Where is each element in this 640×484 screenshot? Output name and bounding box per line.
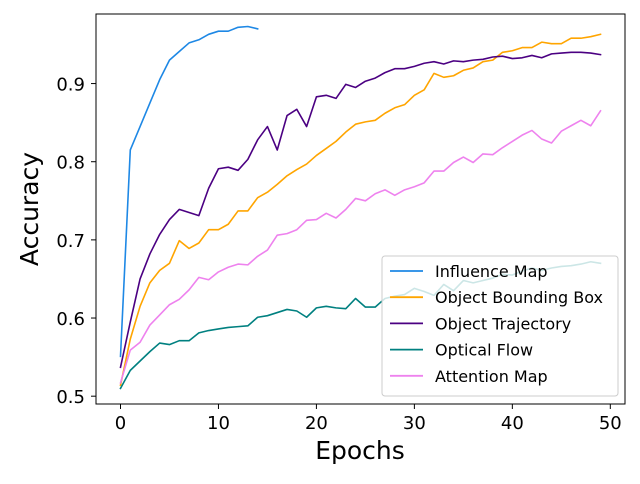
x-axis-ticks: 0 10 20 30 40 50 <box>115 404 622 434</box>
legend-label: Object Bounding Box <box>435 288 603 307</box>
series-lines <box>119 25 602 390</box>
series-line-attention-map <box>119 109 602 384</box>
plot-frame <box>95 13 626 405</box>
y-tick-label: 0.6 <box>56 309 85 330</box>
x-tick-label: 30 <box>403 413 426 434</box>
y-axis-ticks: 0.5 0.6 0.7 0.8 0.9 <box>56 75 96 408</box>
x-tick-label: 50 <box>599 413 622 434</box>
y-tick-label: 0.9 <box>56 75 85 96</box>
legend-label: Object Trajectory <box>435 314 571 333</box>
y-tick-label: 0.7 <box>56 231 85 252</box>
series-line-influence-map <box>119 25 259 358</box>
series-line-object-bounding-box <box>119 33 602 387</box>
series-line-object-trajectory <box>119 51 602 369</box>
x-axis-label: Epochs <box>315 436 405 465</box>
x-tick-label: 0 <box>115 413 126 434</box>
legend-label: Attention Map <box>435 367 548 386</box>
legend-box <box>381 255 619 397</box>
x-tick-label: 10 <box>207 413 230 434</box>
y-tick-label: 0.5 <box>56 387 85 408</box>
legend-label: Influence Map <box>435 262 548 281</box>
x-tick-label: 20 <box>305 413 328 434</box>
legend: Influence Map Object Bounding Box Object T… <box>381 255 619 397</box>
y-axis-label: Accuracy <box>15 152 44 266</box>
y-tick-label: 0.8 <box>56 153 85 174</box>
legend-label: Optical Flow <box>435 341 533 360</box>
x-tick-label: 40 <box>501 413 524 434</box>
